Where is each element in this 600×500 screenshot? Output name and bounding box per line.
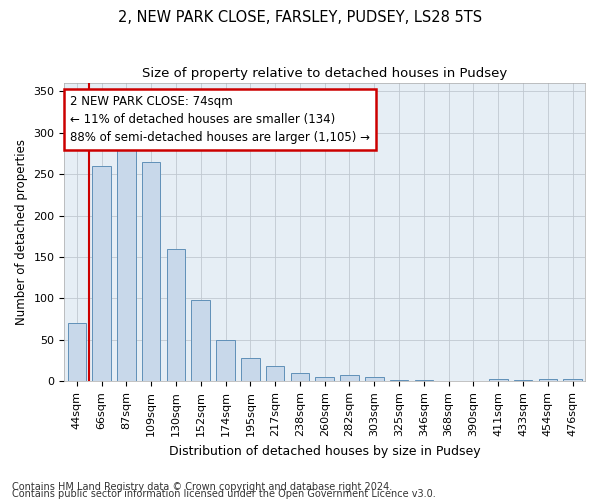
Bar (290, 373, 309, 382)
Bar (415, 380, 433, 382)
Bar (191, 300, 210, 382)
Bar (216, 340, 235, 382)
Bar (241, 358, 260, 382)
Bar (539, 379, 557, 382)
Bar (514, 380, 532, 382)
Bar (167, 249, 185, 382)
Bar (365, 377, 383, 382)
Bar (92, 166, 111, 382)
Text: Contains public sector information licensed under the Open Government Licence v3: Contains public sector information licen… (12, 489, 436, 499)
Bar (316, 377, 334, 382)
Y-axis label: Number of detached properties: Number of detached properties (15, 139, 28, 325)
Bar (266, 366, 284, 382)
Bar (142, 162, 160, 382)
Text: 2 NEW PARK CLOSE: 74sqm
← 11% of detached houses are smaller (134)
88% of semi-d: 2 NEW PARK CLOSE: 74sqm ← 11% of detache… (70, 95, 370, 144)
Bar (68, 324, 86, 382)
Text: 2, NEW PARK CLOSE, FARSLEY, PUDSEY, LS28 5TS: 2, NEW PARK CLOSE, FARSLEY, PUDSEY, LS28… (118, 10, 482, 25)
Title: Size of property relative to detached houses in Pudsey: Size of property relative to detached ho… (142, 68, 508, 80)
Bar (117, 138, 136, 382)
Bar (563, 379, 582, 382)
Bar (390, 380, 409, 382)
Bar (340, 374, 359, 382)
Bar (489, 379, 508, 382)
X-axis label: Distribution of detached houses by size in Pudsey: Distribution of detached houses by size … (169, 444, 481, 458)
Text: Contains HM Land Registry data © Crown copyright and database right 2024.: Contains HM Land Registry data © Crown c… (12, 482, 392, 492)
